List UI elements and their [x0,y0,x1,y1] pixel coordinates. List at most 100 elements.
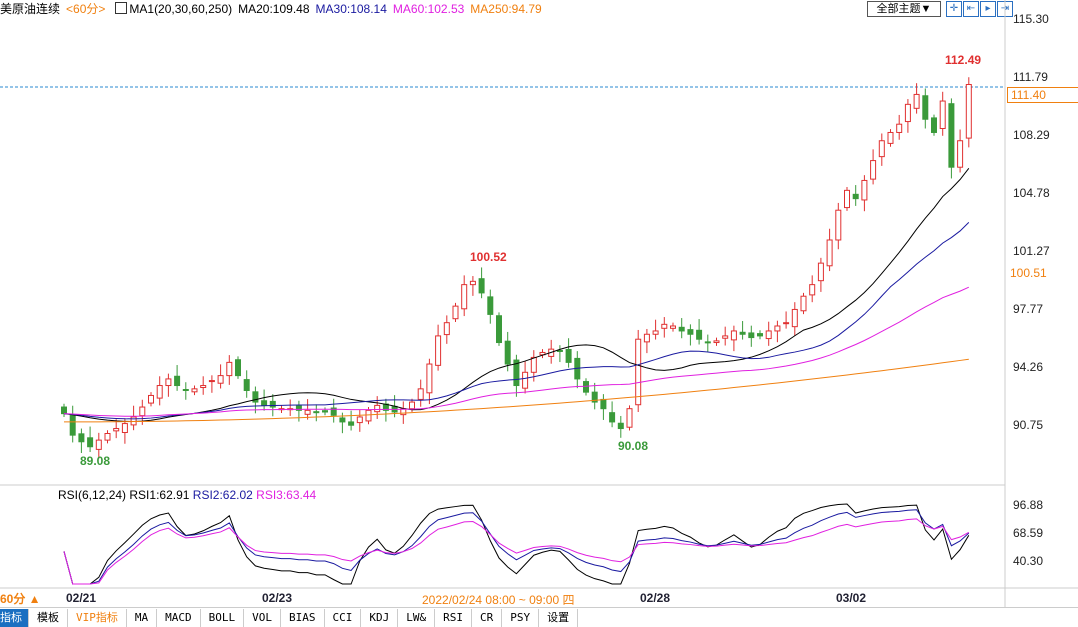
period-selector[interactable]: <60分> [66,2,106,16]
rsi2-line [63,509,970,585]
price-axis-label: 108.29 [1013,128,1050,142]
theme-button[interactable]: 全部主题▼ [867,1,941,17]
period-button[interactable]: 60分 ▲ [0,592,41,606]
candle [922,95,929,120]
rsi-header: RSI(6,12,24) RSI1:62.91 RSI2:62.02 RSI3:… [58,488,316,502]
candle [513,359,520,387]
candle [748,332,755,339]
candle [739,331,746,335]
candle [304,409,311,415]
high-label: 112.49 [945,53,982,67]
candle [757,333,763,337]
ma250-line [63,358,969,423]
zoom-icon[interactable]: ▸ [980,1,996,17]
candle [939,100,946,130]
ma20-value: MA20:109.48 [238,2,310,16]
tab-11[interactable]: RSI [435,609,472,627]
candle [487,296,494,315]
candle [443,322,450,336]
tab-4[interactable]: MACD [157,609,201,627]
candle [322,410,328,413]
candle [191,388,198,393]
crosshair-icon[interactable]: ✛ [946,1,962,17]
candle [217,375,224,384]
candle [148,394,154,404]
candle [478,278,485,294]
candle [678,326,685,332]
candle [530,356,537,373]
candle [774,325,781,332]
candle [904,103,911,123]
ma60-line [63,286,970,417]
current-price-tag: 111.40 [1007,87,1078,103]
candle [791,308,798,328]
candle [409,401,415,410]
tab-3[interactable]: MA [127,609,158,627]
candle [861,179,868,201]
candle [948,103,955,168]
candle [643,333,650,343]
candle [348,421,355,426]
tab-8[interactable]: CCI [325,609,362,627]
date-label: 03/02 [836,591,867,605]
tab-14[interactable]: 设置 [539,609,579,627]
tab-1[interactable]: 模板 [29,609,68,627]
symbol-name: 美原油连续 [0,2,61,16]
tab-5[interactable]: BOLL [201,609,245,627]
candle [469,280,476,286]
ma30-line [63,221,970,420]
candle [583,381,589,393]
candle [95,439,102,450]
candle [617,422,624,430]
rsi3-line [63,518,970,585]
candle [826,239,833,267]
mid-high-label: 100.52 [470,250,507,264]
candle [809,284,816,296]
fit-icon[interactable]: ⇤ [963,1,979,17]
candle [208,380,215,383]
candle [313,411,320,414]
candle [200,385,207,389]
candle [722,335,729,339]
candle [817,262,824,282]
tab-9[interactable]: KDJ [361,609,399,627]
candle [652,330,659,335]
candle [69,414,76,436]
date-label: 02/21 [66,591,97,605]
candle [356,416,363,424]
candle [435,335,442,366]
rsi1-value: RSI1:62.91 [129,488,190,502]
tab-12[interactable]: CR [472,609,503,627]
candle [670,325,676,329]
tab-6[interactable]: VOL [244,609,281,627]
price-chart[interactable] [0,0,1078,607]
ma-indicator-name[interactable]: MA1(20,30,60,250) [129,2,233,16]
candle [121,423,128,434]
candle [504,340,511,365]
tab-2[interactable]: VIP指标 [68,609,127,627]
candle [182,389,189,392]
candle [878,140,885,158]
chart-icon[interactable] [115,2,128,14]
rsi-axis-label: 68.59 [1013,526,1044,540]
candle [252,391,259,403]
candle [417,388,424,400]
indicator-header: 美原油连续 <60分> MA1(20,30,60,250) MA20:109.48 MA… [0,0,1005,18]
candle [931,117,937,133]
rsi-name[interactable]: RSI(6,12,24) [58,488,127,502]
date-label: 02/28 [640,591,671,605]
candle [844,189,850,209]
tab-10[interactable]: LW& [398,609,436,627]
tab-13[interactable]: PSY [502,609,540,627]
candle [783,322,790,325]
candle [730,330,737,341]
tab-0[interactable]: 指标 [0,609,29,627]
candle [687,329,694,335]
candle [896,123,903,133]
candle [565,348,572,363]
candle [165,378,172,387]
candle [713,340,720,344]
candle [113,428,120,432]
tab-7[interactable]: BIAS [281,609,325,627]
candle [870,160,877,180]
